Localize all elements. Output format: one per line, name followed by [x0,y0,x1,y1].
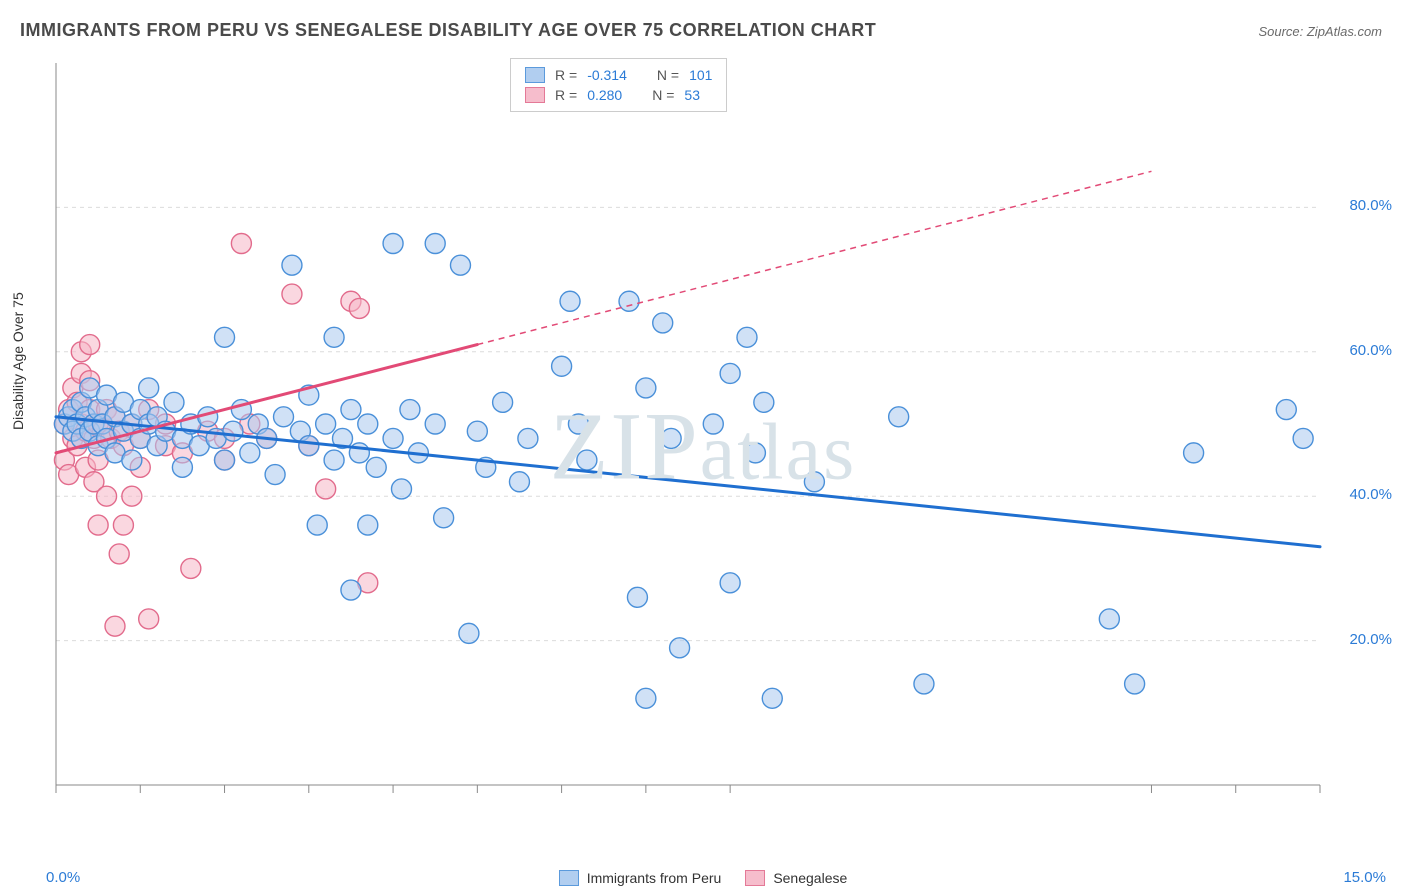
peru-r-value: -0.314 [587,65,627,85]
stats-row-senegalese: R = 0.280 N = 53 [525,85,712,105]
senegalese-swatch-icon [745,870,765,886]
y-tick-80: 80.0% [1349,197,1392,214]
scatter-chart-svg [50,55,1380,815]
n-label: N = [657,65,679,85]
senegalese-swatch [525,87,545,103]
peru-swatch [525,67,545,83]
plot-area [50,55,1380,815]
peru-swatch-icon [559,870,579,886]
peru-label: Immigrants from Peru [587,870,722,886]
n-label: N = [652,85,674,105]
r-label: R = [555,65,577,85]
chart-title: IMMIGRANTS FROM PERU VS SENEGALESE DISAB… [20,20,876,41]
y-axis-label: Disability Age Over 75 [10,292,26,430]
legend-item-senegalese: Senegalese [745,870,847,886]
stats-legend: R = -0.314 N = 101 R = 0.280 N = 53 [510,58,727,112]
senegalese-n-value: 53 [684,85,700,105]
peru-n-value: 101 [689,65,712,85]
series-legend: Immigrants from Peru Senegalese [0,870,1406,886]
source-attribution: Source: ZipAtlas.com [1258,24,1382,39]
legend-item-peru: Immigrants from Peru [559,870,722,886]
stats-row-peru: R = -0.314 N = 101 [525,65,712,85]
y-tick-40: 40.0% [1349,486,1392,503]
r-label: R = [555,85,577,105]
senegalese-r-value: 0.280 [587,85,622,105]
senegalese-label: Senegalese [773,870,847,886]
y-tick-60: 60.0% [1349,342,1392,359]
y-tick-20: 20.0% [1349,631,1392,648]
chart-container: IMMIGRANTS FROM PERU VS SENEGALESE DISAB… [0,0,1406,892]
